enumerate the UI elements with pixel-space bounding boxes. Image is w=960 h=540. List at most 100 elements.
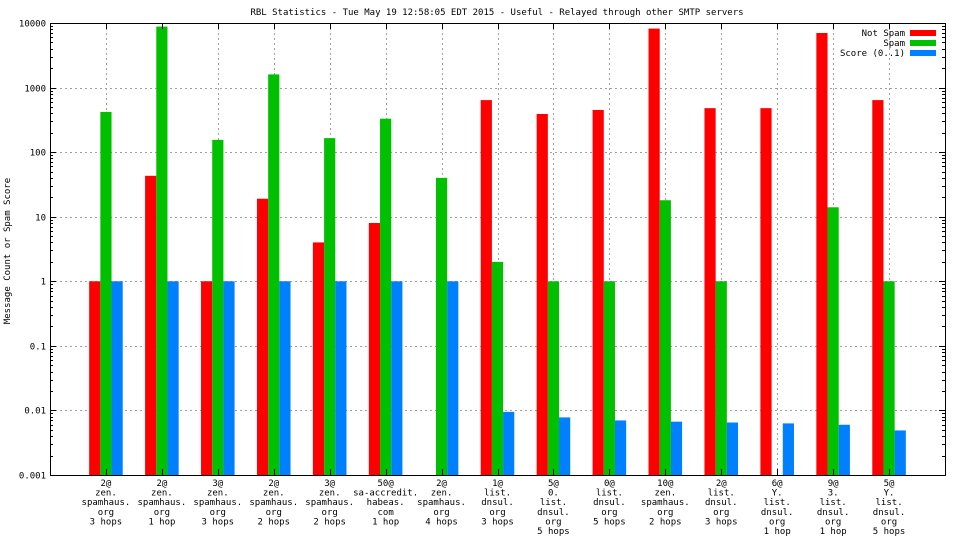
bar — [816, 33, 828, 476]
x-tick-label: 1 hop — [148, 517, 175, 527]
x-tick-label: 3@ — [324, 479, 335, 489]
bar — [256, 198, 269, 475]
y-tick-label: 0.001 — [19, 472, 46, 482]
x-tick-label: 0@ — [604, 479, 615, 489]
bar — [447, 281, 459, 475]
x-tick-label: org — [433, 508, 449, 518]
y-tick-label: 1 — [41, 278, 46, 288]
x-tick-label: org — [266, 508, 282, 518]
x-tick-label: org — [545, 517, 561, 527]
x-tick-label: dnsul. — [873, 508, 906, 518]
x-tick-label: org — [881, 517, 897, 527]
bar — [659, 200, 671, 476]
bar — [704, 108, 716, 475]
bar — [100, 111, 112, 476]
x-tick-label: 1@ — [492, 479, 503, 489]
legend-label: Spam — [883, 39, 905, 49]
bar — [536, 113, 548, 475]
bar — [145, 175, 157, 476]
bar — [201, 281, 213, 475]
x-tick-label: org — [769, 517, 785, 527]
x-tick-label: spamhaus. — [82, 498, 131, 508]
x-tick-label: dnsul. — [481, 498, 514, 508]
x-tick-label: 3 hops — [90, 517, 123, 527]
x-tick-label: org — [601, 508, 617, 518]
y-tick-label: 1000 — [24, 85, 46, 95]
x-tick-label: 1 hop — [764, 527, 791, 537]
x-tick-label: zen. — [263, 489, 285, 499]
x-tick-label: 4 hops — [425, 517, 458, 527]
y-tick-label: 0.01 — [24, 407, 46, 417]
bar — [268, 74, 280, 475]
x-tick-label: 5 hops — [873, 527, 906, 537]
x-tick-label: dnsul. — [817, 508, 850, 518]
bar — [167, 281, 179, 475]
x-tick-label: Y. — [884, 489, 895, 499]
bar — [156, 26, 168, 475]
x-tick-label: 0. — [548, 489, 559, 499]
x-tick-label: spamhaus. — [417, 498, 466, 508]
x-tick-label: org — [98, 508, 114, 518]
x-tick-label: list. — [820, 498, 847, 508]
x-tick-label: 3@ — [212, 479, 223, 489]
x-tick-label: Y. — [772, 489, 783, 499]
x-tick-label: list. — [540, 498, 567, 508]
x-tick-label: 5 hops — [593, 517, 626, 527]
x-tick-label: zen. — [207, 489, 229, 499]
y-tick-label: 10000 — [19, 20, 46, 30]
bar — [603, 281, 615, 475]
bar — [715, 281, 727, 475]
x-tick-label: 6@ — [772, 479, 783, 489]
x-tick-label: 3 hops — [202, 517, 235, 527]
legend-swatch — [910, 50, 936, 56]
x-tick-label: com — [377, 508, 393, 518]
x-tick-label: 2@ — [156, 479, 167, 489]
legend-swatch — [910, 40, 936, 46]
x-tick-label: habeas. — [367, 498, 405, 508]
y-tick-label: 0.1 — [30, 343, 46, 353]
x-tick-label: org — [154, 508, 170, 518]
bar — [212, 139, 224, 475]
x-tick-label: 9@ — [828, 479, 839, 489]
x-tick-label: spamhaus. — [305, 498, 354, 508]
bar — [894, 430, 906, 475]
legend-swatch — [910, 30, 936, 36]
x-tick-label: org — [210, 508, 226, 518]
bars — [89, 26, 906, 476]
x-tick-label: list. — [876, 498, 903, 508]
bar — [111, 281, 123, 475]
x-tick-label: zen. — [319, 489, 341, 499]
x-tick-label: 5 hops — [537, 527, 570, 537]
x-tick-label: dnsul. — [593, 498, 626, 508]
bar — [547, 281, 560, 475]
bar — [503, 411, 515, 475]
bar — [614, 420, 627, 475]
x-tick-label: 50@ — [377, 479, 394, 489]
legend-label: Not Spam — [862, 29, 905, 39]
bar — [782, 423, 794, 475]
legend-label: Score (0..1) — [840, 49, 905, 59]
bar — [760, 108, 772, 475]
x-tick-label: org — [489, 508, 505, 518]
y-tick-label: 100 — [30, 149, 46, 159]
x-tick-label: 3 hops — [705, 517, 738, 527]
x-tick-label: sa-accredit. — [353, 489, 418, 499]
bar — [883, 281, 895, 475]
x-tick-label: zen. — [654, 489, 676, 499]
bar — [872, 100, 884, 475]
x-tick-label: list. — [484, 489, 511, 499]
x-tick-label: 5@ — [548, 479, 559, 489]
bar — [279, 281, 291, 475]
chart-title: RBL Statistics - Tue May 19 12:58:05 EDT… — [250, 8, 743, 18]
y-axis-label: Message Count or Spam Score — [3, 178, 13, 324]
x-tick-label: dnsul. — [761, 508, 794, 518]
x-tick-label: spamhaus. — [137, 498, 186, 508]
x-tick-label: spamhaus. — [641, 498, 690, 508]
x-tick-label: 2 hops — [649, 517, 682, 527]
x-tick-label: 3. — [828, 489, 839, 499]
x-tick-label: 2@ — [436, 479, 447, 489]
x-tick-label: list. — [764, 498, 791, 508]
x-tick-label: zen. — [95, 489, 117, 499]
bar — [89, 281, 101, 475]
